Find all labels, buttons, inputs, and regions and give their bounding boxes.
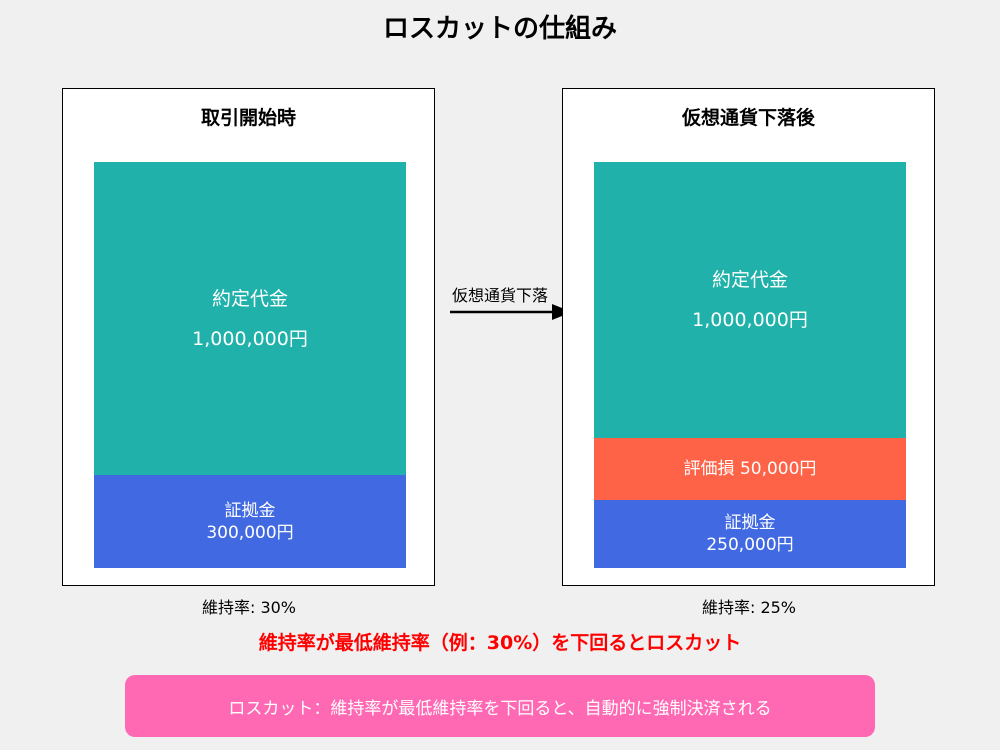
margin-value-left: 300,000円 (206, 522, 294, 543)
contract-block-right: 約定代金 1,000,000円 (594, 162, 906, 438)
contract-value-right: 1,000,000円 (692, 309, 808, 331)
contract-label-left: 約定代金 (211, 287, 288, 310)
page-title: ロスカットの仕組み (382, 14, 617, 44)
panel-title-trade-start: 取引開始時 (200, 107, 296, 129)
contract-block-left: 約定代金 1,000,000円 (94, 162, 406, 475)
panel-trade-start: 取引開始時 約定代金 1,000,000円 証拠金 300,000円 (62, 88, 435, 586)
margin-block-right: 証拠金 250,000円 (594, 500, 906, 568)
margin-block-left: 証拠金 300,000円 (94, 475, 406, 568)
contract-value-left: 1,000,000円 (192, 327, 308, 350)
note-box: ロスカット：維持率が最低維持率を下回ると、自動的に強制決済される (125, 675, 875, 737)
margin-label-left: 証拠金 (224, 500, 276, 521)
note-text: ロスカット：維持率が最低維持率を下回ると、自動的に強制決済される (228, 698, 772, 719)
loss-block: 評価損 50,000円 (594, 438, 906, 500)
right-arrow-icon (450, 304, 572, 320)
loss-text: 評価損 50,000円 (683, 459, 817, 479)
margin-label-right: 証拠金 (724, 513, 776, 533)
ratio-right: 維持率: 25% (701, 598, 797, 617)
panel-after-drop: 仮想通貨下落後 約定代金 1,000,000円 評価損 50,000円 証拠金 … (562, 88, 935, 586)
contract-label-right: 約定代金 (711, 269, 788, 291)
arrow-label: 仮想通貨下落 (451, 286, 548, 305)
warning-text: 維持率が最低維持率（例：30%）を下回るとロスカット (258, 632, 742, 654)
margin-value-right: 250,000円 (706, 535, 794, 555)
ratio-left: 維持率: 30% (201, 598, 297, 617)
panel-title-after-drop: 仮想通貨下落後 (681, 107, 815, 129)
